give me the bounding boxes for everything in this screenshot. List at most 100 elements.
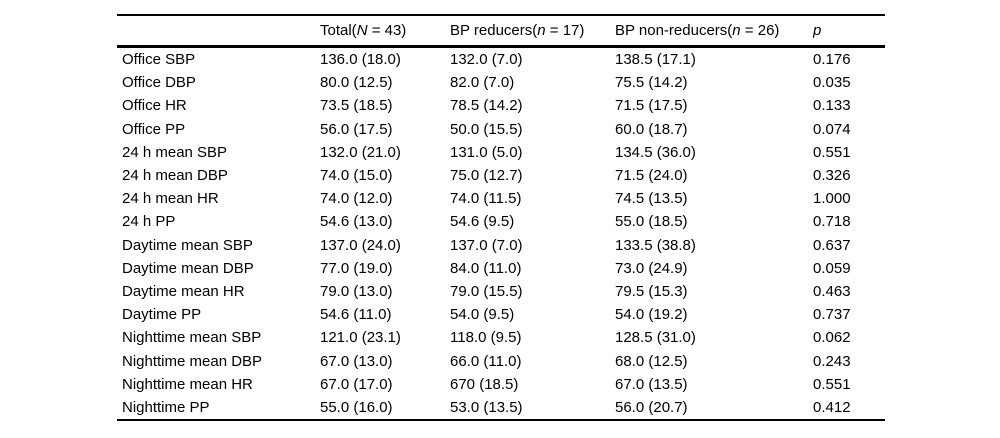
reducers-cell: 84.0 (11.0) (450, 259, 522, 277)
row-label-cell: Office SBP (122, 51, 196, 69)
table-row: Nighttime mean SBP 121.0 (23.1) 118.0 (9… (117, 326, 885, 349)
p-value-cell: 0.637 (813, 236, 851, 254)
non-reducers-cell: 68.0 (12.5) (615, 352, 688, 370)
reducers-cell: 132.0 (7.0) (450, 51, 523, 69)
header-total-var: N (356, 22, 368, 39)
header-total-suffix: = 43) (367, 22, 407, 39)
table-header-row: Total(N = 43) BP reducers(n = 17) BP non… (117, 15, 885, 48)
header-total-prefix: Total( (320, 22, 357, 39)
table-row: 24 h mean SBP 132.0 (21.0) 131.0 (5.0) 1… (117, 141, 885, 164)
table-row: Office HR 73.5 (18.5) 78.5 (14.2) 71.5 (… (117, 94, 885, 117)
row-label-cell: Daytime mean HR (122, 282, 245, 300)
non-reducers-cell: 133.5 (38.8) (615, 236, 696, 254)
total-cell: 74.0 (15.0) (320, 167, 393, 185)
table-row: Nighttime mean HR 67.0 (17.0) 670 (18.5)… (117, 373, 885, 396)
total-cell: 55.0 (16.0) (320, 398, 393, 416)
header-empty-cell (117, 15, 320, 48)
p-value-cell: 0.074 (813, 120, 851, 138)
non-reducers-cell: 55.0 (18.5) (615, 213, 688, 231)
header-bp-reducers-var: n (537, 22, 546, 39)
p-value-cell: 0.133 (813, 97, 851, 115)
non-reducers-cell: 67.0 (13.5) (615, 375, 688, 393)
header-bp-reducers: BP reducers(n = 17) (450, 15, 615, 48)
table-row: 24 h PP 54.6 (13.0) 54.6 (9.5) 55.0 (18.… (117, 210, 885, 233)
row-label-cell: Daytime PP (122, 306, 202, 324)
total-cell: 54.6 (13.0) (320, 213, 393, 231)
header-p-value: p (813, 15, 885, 48)
p-value-cell: 0.243 (813, 352, 851, 370)
row-label-cell: Daytime mean SBP (122, 236, 253, 254)
paper-table-container: Total(N = 43) BP reducers(n = 17) BP non… (117, 14, 885, 421)
p-value-cell: 0.737 (813, 306, 851, 324)
row-label-cell: Nighttime mean HR (122, 375, 253, 393)
row-label-cell: 24 h PP (122, 213, 176, 231)
row-label-cell: Office PP (122, 120, 186, 138)
total-cell: 80.0 (12.5) (320, 74, 393, 92)
row-label-cell: Nighttime PP (122, 398, 210, 416)
table-row: Office DBP 80.0 (12.5) 82.0 (7.0) 75.5 (… (117, 71, 885, 94)
total-cell: 67.0 (13.0) (320, 352, 393, 370)
total-cell: 54.6 (11.0) (320, 306, 392, 324)
p-value-cell: 0.463 (813, 282, 851, 300)
table-row: Nighttime mean DBP 67.0 (13.0) 66.0 (11.… (117, 349, 885, 372)
header-bp-non-reducers-suffix: = 26) (740, 22, 780, 39)
table-row: Nighttime PP 55.0 (16.0) 53.0 (13.5) 56.… (117, 396, 885, 420)
reducers-cell: 79.0 (15.5) (450, 282, 523, 300)
p-value-cell: 0.551 (813, 375, 851, 393)
header-bp-non-reducers-var: n (732, 22, 741, 39)
table-row: Daytime mean SBP 137.0 (24.0) 137.0 (7.0… (117, 234, 885, 257)
reducers-cell: 53.0 (13.5) (450, 398, 523, 416)
row-label-cell: Nighttime mean DBP (122, 352, 263, 370)
non-reducers-cell: 60.0 (18.7) (615, 120, 688, 138)
total-cell: 136.0 (18.0) (320, 51, 401, 69)
p-value-cell: 0.035 (813, 74, 851, 92)
table-row: Office SBP 136.0 (18.0) 132.0 (7.0) 138.… (117, 47, 885, 72)
p-value-cell: 0.059 (813, 259, 851, 277)
row-label-cell: Nighttime mean SBP (122, 329, 262, 347)
total-cell: 79.0 (13.0) (320, 282, 393, 300)
non-reducers-cell: 56.0 (20.7) (615, 398, 688, 416)
reducers-cell: 54.0 (9.5) (450, 306, 515, 324)
reducers-cell: 118.0 (9.5) (450, 329, 522, 347)
reducers-cell: 54.6 (9.5) (450, 213, 515, 231)
header-bp-reducers-prefix: BP reducers( (450, 22, 538, 39)
table-row: 24 h mean HR 74.0 (12.0) 74.0 (11.5) 74.… (117, 187, 885, 210)
reducers-cell: 670 (18.5) (450, 375, 519, 393)
results-table: Total(N = 43) BP reducers(n = 17) BP non… (117, 14, 885, 421)
reducers-cell: 131.0 (5.0) (450, 143, 523, 161)
row-label-cell: 24 h mean SBP (122, 143, 228, 161)
header-p-var: p (813, 22, 822, 39)
p-value-cell: 1.000 (813, 190, 851, 208)
non-reducers-cell: 128.5 (31.0) (615, 329, 696, 347)
reducers-cell: 137.0 (7.0) (450, 236, 523, 254)
table-row: Daytime PP 54.6 (11.0) 54.0 (9.5) 54.0 (… (117, 303, 885, 326)
non-reducers-cell: 79.5 (15.3) (615, 282, 688, 300)
total-cell: 67.0 (17.0) (320, 375, 393, 393)
row-label-cell: 24 h mean DBP (122, 167, 228, 185)
row-label-cell: Daytime mean DBP (122, 259, 254, 277)
p-value-cell: 0.551 (813, 143, 851, 161)
table-row: Daytime mean DBP 77.0 (19.0) 84.0 (11.0)… (117, 257, 885, 280)
total-cell: 73.5 (18.5) (320, 97, 393, 115)
reducers-cell: 78.5 (14.2) (450, 97, 523, 115)
p-value-cell: 0.176 (813, 51, 851, 69)
header-total: Total(N = 43) (320, 15, 450, 48)
non-reducers-cell: 138.5 (17.1) (615, 51, 696, 69)
p-value-cell: 0.718 (813, 213, 851, 231)
p-value-cell: 0.412 (813, 398, 851, 416)
total-cell: 121.0 (23.1) (320, 329, 401, 347)
non-reducers-cell: 71.5 (17.5) (615, 97, 688, 115)
total-cell: 74.0 (12.0) (320, 190, 393, 208)
non-reducers-cell: 75.5 (14.2) (615, 74, 688, 92)
reducers-cell: 82.0 (7.0) (450, 74, 515, 92)
reducers-cell: 66.0 (11.0) (450, 352, 522, 370)
row-label-cell: Office DBP (122, 74, 196, 92)
total-cell: 77.0 (19.0) (320, 259, 393, 277)
header-bp-non-reducers: BP non-reducers(n = 26) (615, 15, 813, 48)
table-row: Office PP 56.0 (17.5) 50.0 (15.5) 60.0 (… (117, 118, 885, 141)
row-label-cell: 24 h mean HR (122, 190, 219, 208)
total-cell: 56.0 (17.5) (320, 120, 393, 138)
p-value-cell: 0.326 (813, 167, 851, 185)
table-row: Daytime mean HR 79.0 (13.0) 79.0 (15.5) … (117, 280, 885, 303)
non-reducers-cell: 54.0 (19.2) (615, 306, 688, 324)
